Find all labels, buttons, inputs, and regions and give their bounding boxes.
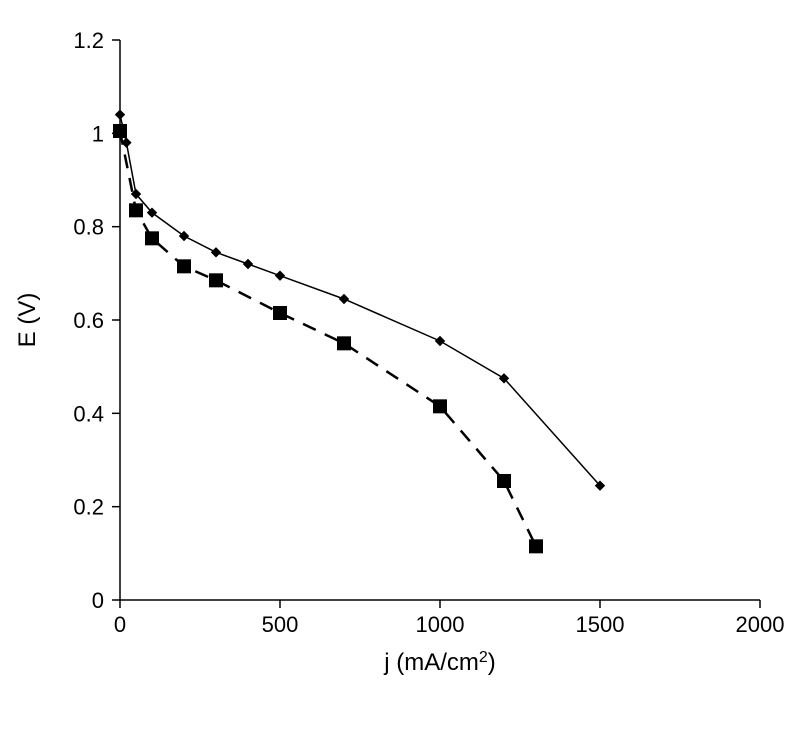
square-marker bbox=[178, 260, 191, 273]
square-marker bbox=[498, 475, 511, 488]
y-axis-title: E (V) bbox=[14, 293, 41, 348]
polarization-curve-chart: 0 500 1000 1500 2000 0 0.2 0.4 0.6 0.8 1 1.2 E (V) j… bbox=[0, 0, 800, 730]
diamond-marker bbox=[244, 260, 253, 269]
square-marker bbox=[530, 540, 543, 553]
y-tick-label: 0.4 bbox=[73, 401, 104, 426]
series-line-square-dashed bbox=[120, 131, 536, 546]
y-tick-label: 0.2 bbox=[73, 495, 104, 520]
square-marker bbox=[338, 337, 351, 350]
y-tick-label: 0 bbox=[92, 588, 104, 613]
diamond-marker bbox=[116, 110, 125, 119]
square-marker bbox=[130, 204, 143, 217]
x-tick-label: 0 bbox=[114, 612, 126, 637]
y-tick-label: 1.2 bbox=[73, 28, 104, 53]
square-marker bbox=[146, 232, 159, 245]
x-tick-label: 1000 bbox=[416, 612, 465, 637]
diamond-marker bbox=[276, 271, 285, 280]
chart-container: 0 500 1000 1500 2000 0 0.2 0.4 0.6 0.8 1 1.2 E (V) j… bbox=[0, 0, 800, 730]
y-tick-label: 1 bbox=[92, 121, 104, 146]
diamond-marker bbox=[436, 337, 445, 346]
diamond-marker bbox=[340, 295, 349, 304]
x-tick-label: 500 bbox=[262, 612, 299, 637]
square-marker bbox=[210, 274, 223, 287]
x-axis-title: j (mA/cm2) bbox=[383, 649, 496, 677]
square-marker bbox=[114, 125, 127, 138]
x-tick-label: 2000 bbox=[736, 612, 785, 637]
y-tick-label: 0.8 bbox=[73, 215, 104, 240]
square-marker bbox=[274, 307, 287, 320]
x-tick-label: 1500 bbox=[576, 612, 625, 637]
series-line-diamond-solid bbox=[120, 115, 600, 486]
square-marker bbox=[434, 400, 447, 413]
data-series bbox=[114, 110, 605, 553]
y-tick-label: 0.6 bbox=[73, 308, 104, 333]
diamond-marker bbox=[212, 248, 221, 257]
axes: 0 500 1000 1500 2000 0 0.2 0.4 0.6 0.8 1 1.2 bbox=[73, 28, 784, 637]
